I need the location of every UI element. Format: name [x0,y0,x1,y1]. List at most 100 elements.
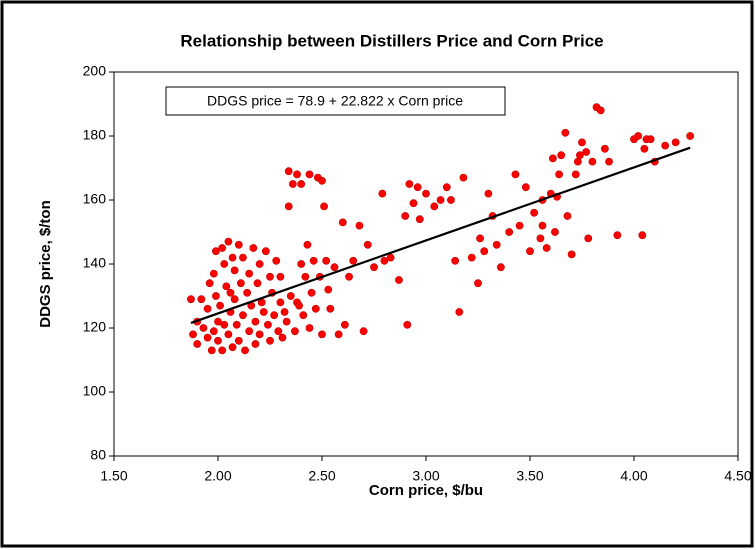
point [234,240,243,249]
point [203,333,212,342]
point [355,221,364,230]
point [370,263,378,272]
point [600,144,609,153]
point [409,199,418,208]
point [536,234,545,243]
point [197,295,206,304]
y-tick-label: 100 [83,383,107,399]
y-tick-label: 200 [83,63,107,79]
x-tick-label: 3.50 [516,468,543,484]
point [209,327,218,336]
point [187,295,195,304]
point [582,148,591,156]
y-tick-label: 140 [83,255,107,271]
point [276,272,285,281]
point [288,180,297,188]
point [251,317,260,326]
point [205,279,214,288]
point [245,269,254,278]
point [218,346,227,355]
point [467,253,476,262]
point [573,157,582,166]
equation-label: DDGS price = 78.9 + 22.822 x Corn price [207,93,463,109]
point [551,228,559,236]
point [555,170,564,179]
point [415,215,424,224]
x-tick-label: 2.50 [308,468,335,484]
point [189,330,197,339]
point [309,256,318,265]
point [613,231,622,240]
point [282,317,291,326]
point [255,260,264,268]
point [193,340,202,348]
point [280,308,289,316]
point [264,320,272,329]
point [422,189,430,198]
point [505,228,514,236]
point [476,234,484,243]
point [451,256,460,265]
point [203,304,212,313]
y-tick-label: 80 [90,447,106,463]
point [326,304,335,313]
point [634,132,643,140]
point [538,221,547,230]
point [230,266,239,275]
point [322,256,331,265]
point [334,330,343,339]
point [301,272,310,281]
point [307,288,316,297]
point [291,327,299,336]
point [340,320,349,329]
point [278,333,287,342]
point [557,151,566,160]
point [359,327,368,336]
point [588,157,597,166]
point [259,308,268,316]
point [571,170,580,179]
point [228,343,237,352]
point [484,189,493,198]
point [542,244,551,252]
point [236,279,245,288]
point [266,272,274,281]
point [459,173,468,182]
point [224,330,233,339]
point [401,212,410,220]
point [214,336,222,345]
point [284,202,293,211]
point [212,247,220,256]
point [270,311,279,320]
point [548,154,557,163]
point [605,157,613,166]
point [496,263,505,272]
point [318,330,326,339]
point [380,256,389,265]
point [284,167,293,176]
point [661,141,670,150]
x-axis-label: Corn price, $/bu [369,482,483,499]
point [561,128,570,137]
point [686,132,695,140]
point [324,285,333,294]
point [274,327,283,336]
point [455,308,464,316]
x-tick-label: 3.00 [412,468,439,484]
point [318,176,326,185]
chart-title: Relationship between Distillers Price an… [180,31,603,50]
point [305,170,314,179]
point [363,240,372,249]
point [640,144,649,153]
point [330,263,339,272]
point [251,340,260,348]
point [311,304,320,313]
point [212,292,220,300]
point [232,320,241,329]
point [578,138,586,147]
point [228,253,237,262]
point [521,183,530,192]
point [492,240,501,249]
point [430,202,439,211]
